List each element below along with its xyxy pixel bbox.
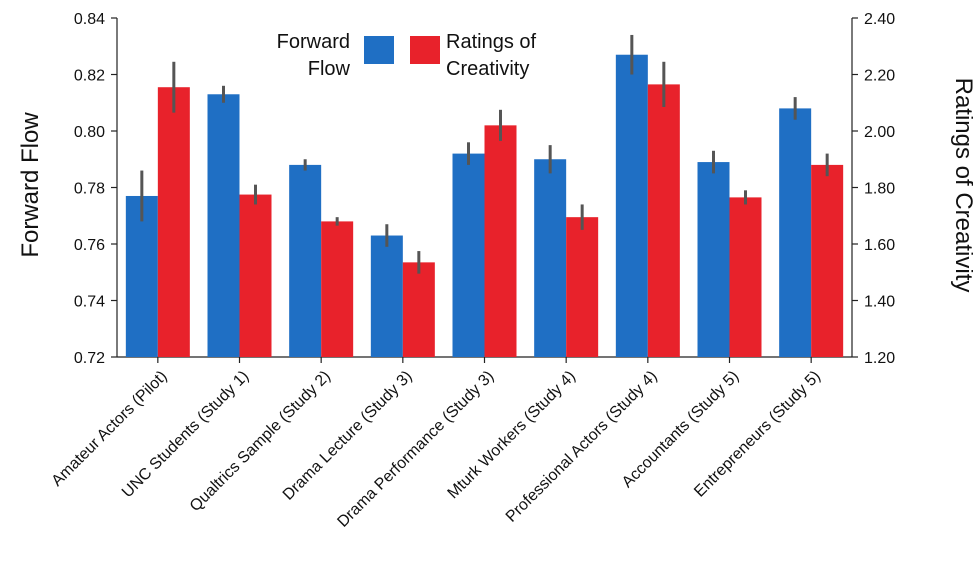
category-label: Drama Lecture (Study 3) <box>280 368 416 504</box>
bar-forward-flow <box>452 153 485 357</box>
legend-forward-flow-line2: Flow <box>308 58 351 80</box>
bar-creativity <box>729 197 762 357</box>
y-right-tick-label: 2.40 <box>864 11 895 28</box>
y-left-tick-label: 0.80 <box>74 124 105 141</box>
bar-forward-flow <box>615 54 648 357</box>
bar-creativity <box>566 217 599 357</box>
bar-creativity <box>402 262 435 357</box>
bar-creativity <box>484 125 517 357</box>
y-axis-left-title: Forward Flow <box>17 112 44 258</box>
bar-creativity <box>321 221 354 357</box>
bar-creativity <box>239 194 272 357</box>
bar-creativity <box>157 87 190 358</box>
y-left-tick-label: 0.78 <box>74 181 105 198</box>
y-axis-right-title: Ratings of Creativity <box>950 78 973 293</box>
y-left-tick-label: 0.84 <box>74 11 105 28</box>
y-right-tick-label: 1.60 <box>864 237 895 254</box>
ticks-layer: 0.72 0.74 0.76 0.78 0.80 0.82 0.84 1.20 1.40 1.60… <box>74 11 895 367</box>
y-right-tick-label: 2.20 <box>864 68 895 85</box>
bar-creativity <box>811 164 844 357</box>
y-right-tick-label: 2.00 <box>864 124 895 141</box>
y-right-tick-label: 1.80 <box>864 181 895 198</box>
bar-forward-flow <box>697 162 730 357</box>
legend-forward-flow-swatch <box>364 36 394 64</box>
bar-forward-flow <box>779 108 812 358</box>
category-label: Professional Actors (Study 4) <box>503 368 661 526</box>
y-left-tick-label: 0.74 <box>74 294 105 311</box>
bar-forward-flow <box>534 159 567 357</box>
legend-creativity-swatch <box>410 36 440 64</box>
bar-creativity <box>647 84 680 357</box>
legend: Forward Flow Ratings of Creativity <box>277 31 537 80</box>
y-left-tick-label: 0.72 <box>74 350 105 367</box>
y-right-tick-label: 1.40 <box>864 294 895 311</box>
bar-forward-flow <box>125 195 158 357</box>
category-label: Drama Performance (Study 3) <box>334 368 497 531</box>
bar-forward-flow <box>370 235 403 357</box>
legend-creativity-line1: Ratings of <box>446 31 536 53</box>
bar-forward-flow <box>289 164 322 357</box>
category-labels-layer: Amateur Actors (Pilot)UNC Students (Stud… <box>49 368 824 531</box>
legend-creativity-line2: Creativity <box>446 58 529 80</box>
y-left-tick-label: 0.82 <box>74 68 105 85</box>
legend-forward-flow-line1: Forward <box>277 31 350 53</box>
y-left-tick-label: 0.76 <box>74 237 105 254</box>
y-right-tick-label: 1.20 <box>864 350 895 367</box>
error-bars-layer <box>140 34 829 274</box>
bars-layer <box>125 54 844 358</box>
bar-forward-flow <box>207 94 240 358</box>
category-label: Qualtrics Sample (Study 2) <box>187 368 334 515</box>
